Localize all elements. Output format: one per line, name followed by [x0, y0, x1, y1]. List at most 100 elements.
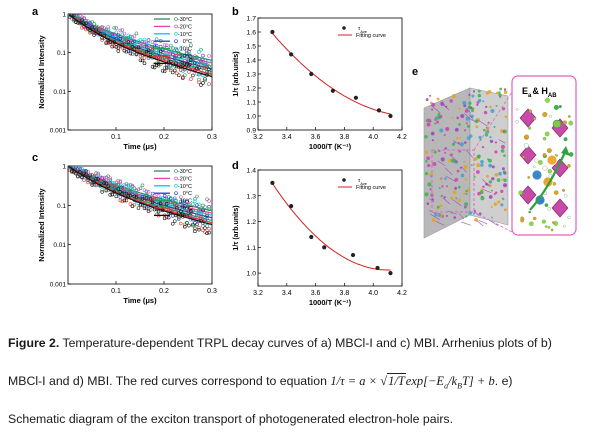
- data-point: [205, 64, 209, 69]
- data-point: [185, 60, 189, 65]
- molecule-atom: [547, 207, 552, 211]
- lattice-atom: [432, 162, 437, 167]
- lattice-atom: [463, 141, 467, 144]
- data-point: [177, 73, 181, 78]
- data-point: [193, 229, 197, 234]
- lattice-atom: [431, 218, 436, 223]
- lattice-atom: [500, 149, 505, 153]
- data-point: [134, 40, 139, 44]
- data-point: [207, 226, 211, 231]
- data-point: [172, 68, 177, 73]
- data-point: [96, 171, 100, 176]
- data-point: [207, 230, 211, 235]
- legend-label: Fitting curve: [356, 185, 386, 191]
- data-point: [181, 75, 185, 79]
- data-point: [94, 24, 98, 29]
- data-point: [197, 80, 201, 85]
- lattice-atom: [454, 186, 457, 190]
- data-point: [170, 49, 175, 54]
- fit-line: [68, 14, 212, 73]
- lattice-atom: [485, 105, 488, 109]
- data-point: [144, 197, 149, 202]
- data-point: [146, 41, 151, 46]
- y-tick-label: 1.3: [247, 72, 257, 79]
- molecule-atom: [568, 152, 574, 157]
- molecule-atom: [542, 112, 548, 118]
- x-tick-label: 4.2: [397, 290, 407, 297]
- data-point: [120, 199, 125, 204]
- data-point: [183, 73, 187, 77]
- lattice-atom: [441, 185, 444, 188]
- lattice-bond: [439, 101, 450, 110]
- data-point: [148, 197, 153, 202]
- data-point: [375, 265, 380, 271]
- lattice-atom: [449, 99, 453, 103]
- data-point: [174, 203, 179, 208]
- lattice-atom: [500, 189, 504, 194]
- data-point: [82, 178, 86, 182]
- data-point: [179, 195, 183, 199]
- data-point: [152, 44, 157, 49]
- lattice-atom: [504, 115, 508, 119]
- data-point: [179, 199, 183, 204]
- data-point: [177, 217, 181, 221]
- lattice-atom: [434, 122, 437, 125]
- lattice-atom: [468, 101, 472, 105]
- lattice-atom: [443, 196, 446, 199]
- x-axis-label: 1000/T (K⁻¹): [309, 142, 352, 151]
- lattice-bond: [430, 104, 441, 114]
- lattice-atom: [493, 202, 498, 206]
- data-point: [100, 190, 104, 194]
- panel-label-a: a: [32, 6, 39, 18]
- data-point: [142, 37, 147, 42]
- data-point: [84, 18, 88, 23]
- lattice-atom: [454, 127, 459, 132]
- lattice-bond: [465, 107, 472, 114]
- x-tick-label: 3.2: [253, 290, 263, 297]
- legend-marker: [342, 178, 346, 182]
- lattice-bond: [435, 221, 445, 226]
- data-point: [207, 59, 211, 64]
- lattice-atom: [481, 145, 485, 149]
- legend-marker: [174, 54, 178, 58]
- data-point: [102, 175, 106, 180]
- data-point: [74, 14, 78, 18]
- lattice-atom: [425, 98, 429, 101]
- data-point: [98, 176, 102, 180]
- lattice-atom: [503, 90, 508, 95]
- lattice-atom: [439, 204, 443, 208]
- lattice-atom: [440, 194, 444, 198]
- y-tick-label: 1: [62, 164, 66, 171]
- data-point: [96, 177, 100, 181]
- x-tick-label: 3.2: [253, 134, 263, 141]
- data-point: [112, 181, 117, 185]
- figure-caption-line1: Figure 2. Temperature-dependent TRPL dec…: [8, 336, 598, 350]
- data-point: [289, 52, 294, 57]
- data-point: [132, 34, 137, 38]
- data-point: [177, 50, 181, 55]
- data-point: [207, 54, 211, 58]
- data-point: [108, 176, 113, 181]
- fit-line: [68, 166, 212, 222]
- data-point: [181, 69, 185, 73]
- lattice-atom: [501, 107, 506, 111]
- x-tick-label: 0.1: [111, 288, 121, 295]
- lattice-bond: [441, 100, 446, 108]
- data-point: [116, 49, 121, 53]
- lattice-atom: [498, 93, 502, 97]
- data-point: [170, 46, 175, 50]
- data-point: [150, 48, 155, 52]
- lattice-atom: [487, 158, 490, 161]
- data-point: [146, 48, 151, 52]
- data-point: [140, 39, 145, 44]
- plot-frame: [67, 165, 213, 285]
- data-point: [181, 76, 185, 80]
- data-point: [164, 65, 169, 69]
- data-point: [203, 78, 207, 83]
- molecule-atom: [547, 169, 552, 174]
- legend-label: 0°C: [183, 39, 192, 45]
- y-tick-label: 1: [62, 12, 66, 19]
- data-point: [388, 113, 393, 119]
- data-point: [207, 67, 211, 72]
- x-tick-label: 0.3: [207, 134, 217, 141]
